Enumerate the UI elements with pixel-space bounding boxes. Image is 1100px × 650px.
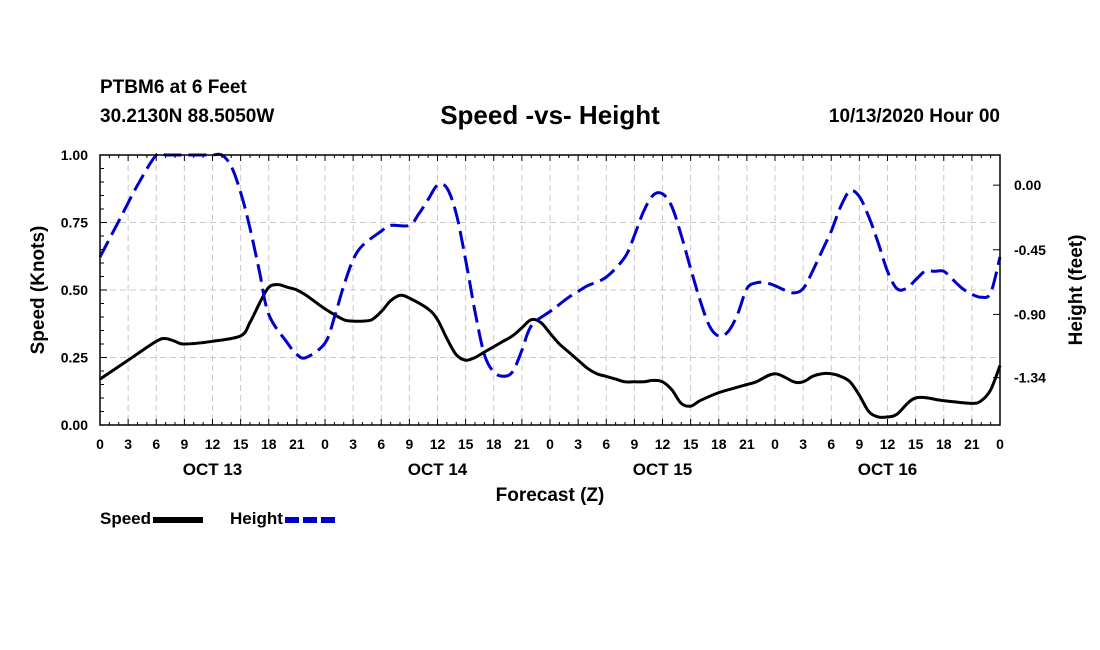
x-tick-label: 9 xyxy=(855,436,863,452)
legend-speed: Speed xyxy=(100,509,204,529)
x-tick-label: 6 xyxy=(827,436,835,452)
x-tick-label: 0 xyxy=(996,436,1004,452)
chart-title: Speed -vs- Height xyxy=(440,100,660,130)
series-layer xyxy=(98,151,1002,419)
x-tick-label: 15 xyxy=(908,436,924,452)
coordinates-label: 30.2130N 88.5050W xyxy=(100,106,275,127)
x-tick-label: 12 xyxy=(880,436,896,452)
y-tick-label: 0.25 xyxy=(61,350,88,366)
y-tick-label: 0.00 xyxy=(61,417,88,433)
legend-speed-label: Speed xyxy=(100,509,152,528)
y-tick-label: 0.75 xyxy=(61,215,88,231)
x-tick-label: 9 xyxy=(180,436,188,452)
series-line-speed xyxy=(99,283,1002,419)
grid-lines xyxy=(100,155,1000,425)
tick-layer: 0 3 6 9 12 15 18 21 0 3 6 9 12 15 18 21 0 3 6 9 12 15 18 21 0 3 6 9… xyxy=(61,147,1046,479)
y-tick-label: 0.50 xyxy=(61,282,88,298)
x-tick-label: 21 xyxy=(514,436,530,452)
x-tick-label: 21 xyxy=(964,436,980,452)
legend-height-label: Height xyxy=(230,509,283,528)
y2-tick-label: -0.90 xyxy=(1014,306,1046,322)
series-line-height xyxy=(98,151,1002,378)
x-tick-label: 21 xyxy=(739,436,755,452)
x-tick-label: 0 xyxy=(546,436,554,452)
legend-height: Height xyxy=(230,509,335,529)
x-tick-label: 15 xyxy=(683,436,699,452)
x-tick-label: 18 xyxy=(936,436,952,452)
forecast-datetime: 10/13/2020 Hour 00 xyxy=(828,106,1000,127)
legend-height-swatch xyxy=(284,516,335,523)
x-tick-label: 3 xyxy=(574,436,582,452)
station-label: PTBM6 at 6 Feet xyxy=(100,77,247,98)
x-axis-title: Forecast (Z) xyxy=(496,485,605,506)
x-day-label: OCT 13 xyxy=(183,460,243,479)
y2-tick-label: -1.34 xyxy=(1014,370,1046,386)
x-tick-label: 3 xyxy=(349,436,357,452)
x-tick-label: 6 xyxy=(152,436,160,452)
x-tick-label: 21 xyxy=(289,436,305,452)
x-tick-label: 0 xyxy=(96,436,104,452)
x-tick-label: 6 xyxy=(602,436,610,452)
x-tick-label: 18 xyxy=(711,436,727,452)
y2-tick-label: 0.00 xyxy=(1014,177,1041,193)
x-tick-label: 3 xyxy=(799,436,807,452)
x-tick-label: 15 xyxy=(233,436,249,452)
x-tick-label: 0 xyxy=(771,436,779,452)
x-day-label: OCT 16 xyxy=(858,460,918,479)
y2-axis-title: Height (feet) xyxy=(1066,235,1087,346)
x-tick-label: 0 xyxy=(321,436,329,452)
x-tick-label: 12 xyxy=(205,436,221,452)
x-tick-label: 6 xyxy=(377,436,385,452)
legend-speed-swatch xyxy=(153,516,204,523)
x-tick-label: 9 xyxy=(405,436,413,452)
x-tick-label: 15 xyxy=(458,436,474,452)
x-day-label: OCT 14 xyxy=(408,460,468,479)
x-tick-label: 18 xyxy=(261,436,277,452)
x-tick-label: 3 xyxy=(124,436,132,452)
y-tick-label: 1.00 xyxy=(61,147,88,163)
x-tick-label: 18 xyxy=(486,436,502,452)
x-day-label: OCT 15 xyxy=(633,460,693,479)
y2-tick-label: -0.45 xyxy=(1014,242,1046,258)
x-tick-label: 9 xyxy=(630,436,638,452)
x-tick-label: 12 xyxy=(655,436,671,452)
y-axis-title: Speed (Knots) xyxy=(28,226,49,355)
x-tick-label: 12 xyxy=(430,436,446,452)
